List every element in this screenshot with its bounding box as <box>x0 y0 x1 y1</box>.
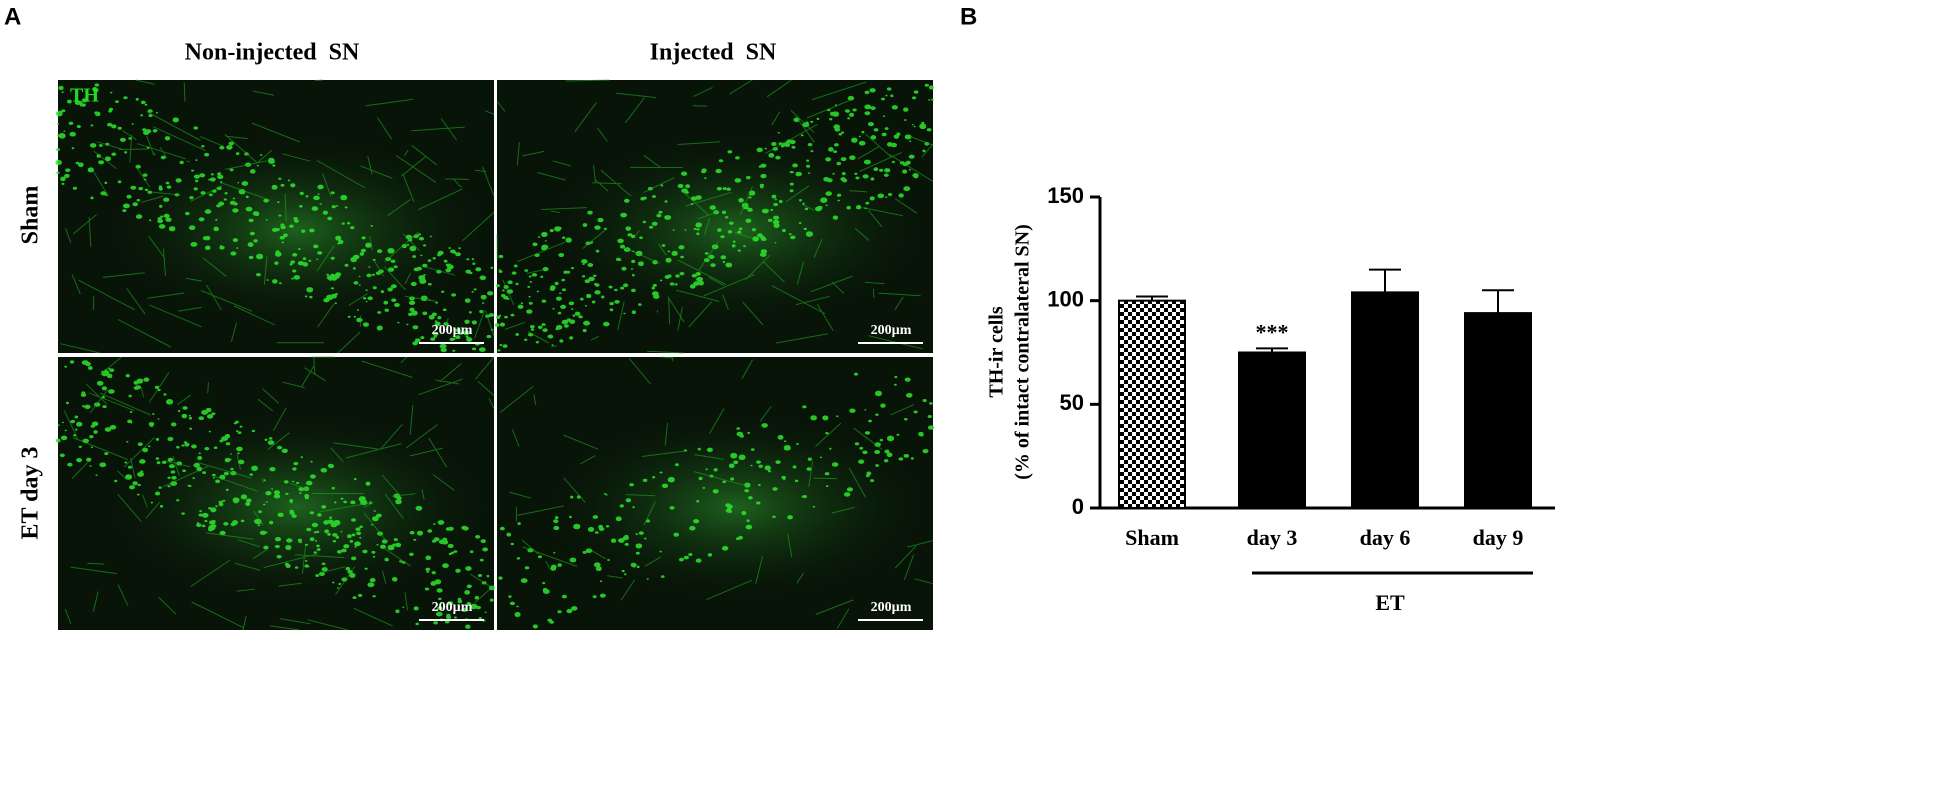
fibers <box>496 79 934 354</box>
column-title: Non-injected SN <box>185 40 360 66</box>
scale-bar-label: 200µm <box>871 600 912 615</box>
fibers <box>60 79 495 354</box>
cell-bodies <box>55 360 495 629</box>
scale-bar-label: 200µm <box>432 600 473 615</box>
x-tick-label: day 9 <box>1473 525 1524 550</box>
bar <box>1118 299 1186 509</box>
bar <box>1351 291 1419 509</box>
panel-label: A <box>4 3 21 30</box>
micrograph-glow <box>540 134 933 326</box>
fibers <box>63 356 495 631</box>
micrograph-glow <box>540 411 933 603</box>
group-label: ET <box>1375 590 1405 615</box>
y-axis-label: (% of intact contralateral SN) <box>1012 224 1034 480</box>
x-tick-label: day 3 <box>1247 525 1298 550</box>
row-label: Sham <box>18 186 44 245</box>
y-tick-label: 100 <box>1047 286 1084 311</box>
bar <box>1464 312 1532 509</box>
row-label: ET day 3 <box>18 447 44 540</box>
micrograph-glow <box>101 134 495 326</box>
panel-label: B <box>960 3 977 30</box>
y-tick-label: 0 <box>1072 494 1084 519</box>
error-bar <box>1369 268 1401 293</box>
column-title: Injected SN <box>650 40 777 66</box>
significance: *** <box>1256 319 1289 344</box>
x-tick-label: day 6 <box>1360 525 1411 550</box>
error-bar <box>1256 347 1288 353</box>
bar-chart: 0 50 100 150 TH-ir cells (% of intact contral… <box>986 183 1555 615</box>
error-bar <box>1136 295 1168 301</box>
stain-label: TH <box>70 85 99 107</box>
fibers <box>499 356 934 629</box>
scale-bar-label: 200µm <box>871 323 912 338</box>
x-tick-label: Sham <box>1125 525 1179 550</box>
scale-bar-label: 200µm <box>432 323 473 338</box>
y-tick-label: 50 <box>1060 390 1084 415</box>
y-axis-label: TH-ir cells <box>986 306 1008 397</box>
error-bar <box>1482 289 1514 314</box>
y-tick-label: 150 <box>1047 183 1084 208</box>
bar <box>1238 351 1306 509</box>
micrographs: 200µm 200µm 200µm 200µm <box>55 79 935 631</box>
